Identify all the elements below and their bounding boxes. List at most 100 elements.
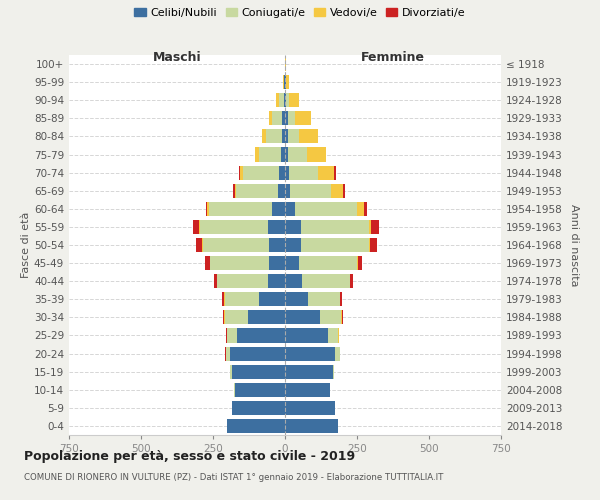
- Text: Popolazione per età, sesso e stato civile - 2019: Popolazione per età, sesso e stato civil…: [24, 450, 355, 463]
- Bar: [262, 130, 266, 143]
- Bar: [269, 256, 285, 270]
- Y-axis label: Anni di nascita: Anni di nascita: [569, 204, 579, 286]
- Bar: [290, 184, 331, 198]
- Bar: [248, 310, 285, 324]
- Bar: [277, 93, 279, 108]
- Bar: [269, 112, 272, 126]
- Bar: [285, 184, 290, 198]
- Bar: [282, 112, 285, 126]
- Bar: [285, 382, 329, 397]
- Bar: [308, 292, 340, 306]
- Bar: [281, 148, 285, 162]
- Bar: [209, 202, 272, 216]
- Legend: Celibi/Nubili, Coniugati/e, Vedovi/e, Divorziati/e: Celibi/Nubili, Coniugati/e, Vedovi/e, Di…: [130, 3, 470, 22]
- Bar: [227, 328, 238, 342]
- Bar: [318, 166, 334, 179]
- Bar: [206, 202, 207, 216]
- Bar: [226, 328, 227, 342]
- Bar: [259, 292, 285, 306]
- Bar: [285, 148, 289, 162]
- Bar: [288, 130, 299, 143]
- Bar: [255, 148, 259, 162]
- Bar: [364, 202, 367, 216]
- Bar: [243, 166, 279, 179]
- Bar: [278, 184, 285, 198]
- Bar: [224, 310, 248, 324]
- Bar: [196, 238, 202, 252]
- Bar: [239, 166, 241, 179]
- Bar: [235, 184, 236, 198]
- Bar: [343, 184, 345, 198]
- Bar: [320, 310, 341, 324]
- Bar: [285, 166, 289, 179]
- Bar: [295, 112, 311, 126]
- Bar: [334, 166, 336, 179]
- Bar: [368, 238, 370, 252]
- Bar: [202, 238, 203, 252]
- Bar: [357, 256, 358, 270]
- Bar: [227, 419, 285, 433]
- Bar: [203, 238, 269, 252]
- Bar: [268, 274, 285, 288]
- Bar: [285, 328, 328, 342]
- Bar: [285, 401, 335, 415]
- Bar: [289, 93, 299, 108]
- Bar: [266, 130, 282, 143]
- Bar: [368, 220, 371, 234]
- Bar: [295, 202, 357, 216]
- Bar: [289, 148, 307, 162]
- Bar: [230, 364, 232, 378]
- Bar: [230, 346, 285, 360]
- Bar: [285, 346, 335, 360]
- Bar: [342, 310, 343, 324]
- Bar: [285, 220, 301, 234]
- Bar: [238, 328, 285, 342]
- Bar: [210, 256, 269, 270]
- Bar: [302, 274, 350, 288]
- Bar: [286, 75, 289, 89]
- Bar: [331, 184, 343, 198]
- Bar: [286, 93, 289, 108]
- Bar: [207, 202, 209, 216]
- Bar: [285, 202, 295, 216]
- Bar: [358, 256, 362, 270]
- Bar: [282, 130, 285, 143]
- Bar: [205, 256, 209, 270]
- Bar: [299, 256, 357, 270]
- Bar: [332, 364, 334, 378]
- Bar: [285, 364, 332, 378]
- Bar: [357, 202, 364, 216]
- Bar: [214, 274, 217, 288]
- Bar: [272, 202, 285, 216]
- Bar: [200, 220, 268, 234]
- Bar: [328, 328, 338, 342]
- Bar: [233, 184, 235, 198]
- Bar: [285, 310, 320, 324]
- Bar: [289, 166, 318, 179]
- Bar: [223, 310, 224, 324]
- Bar: [199, 220, 200, 234]
- Bar: [268, 220, 285, 234]
- Bar: [370, 238, 377, 252]
- Bar: [335, 346, 340, 360]
- Bar: [232, 401, 285, 415]
- Bar: [284, 93, 285, 108]
- Bar: [272, 112, 282, 126]
- Bar: [217, 274, 268, 288]
- Bar: [279, 166, 285, 179]
- Bar: [232, 364, 285, 378]
- Bar: [269, 238, 285, 252]
- Bar: [224, 292, 259, 306]
- Text: Femmine: Femmine: [361, 52, 425, 64]
- Text: Maschi: Maschi: [152, 52, 202, 64]
- Bar: [279, 93, 284, 108]
- Bar: [371, 220, 379, 234]
- Bar: [301, 238, 368, 252]
- Bar: [226, 346, 230, 360]
- Bar: [350, 274, 353, 288]
- Bar: [285, 130, 288, 143]
- Bar: [285, 419, 338, 433]
- Bar: [285, 93, 286, 108]
- Bar: [221, 292, 224, 306]
- Bar: [285, 112, 288, 126]
